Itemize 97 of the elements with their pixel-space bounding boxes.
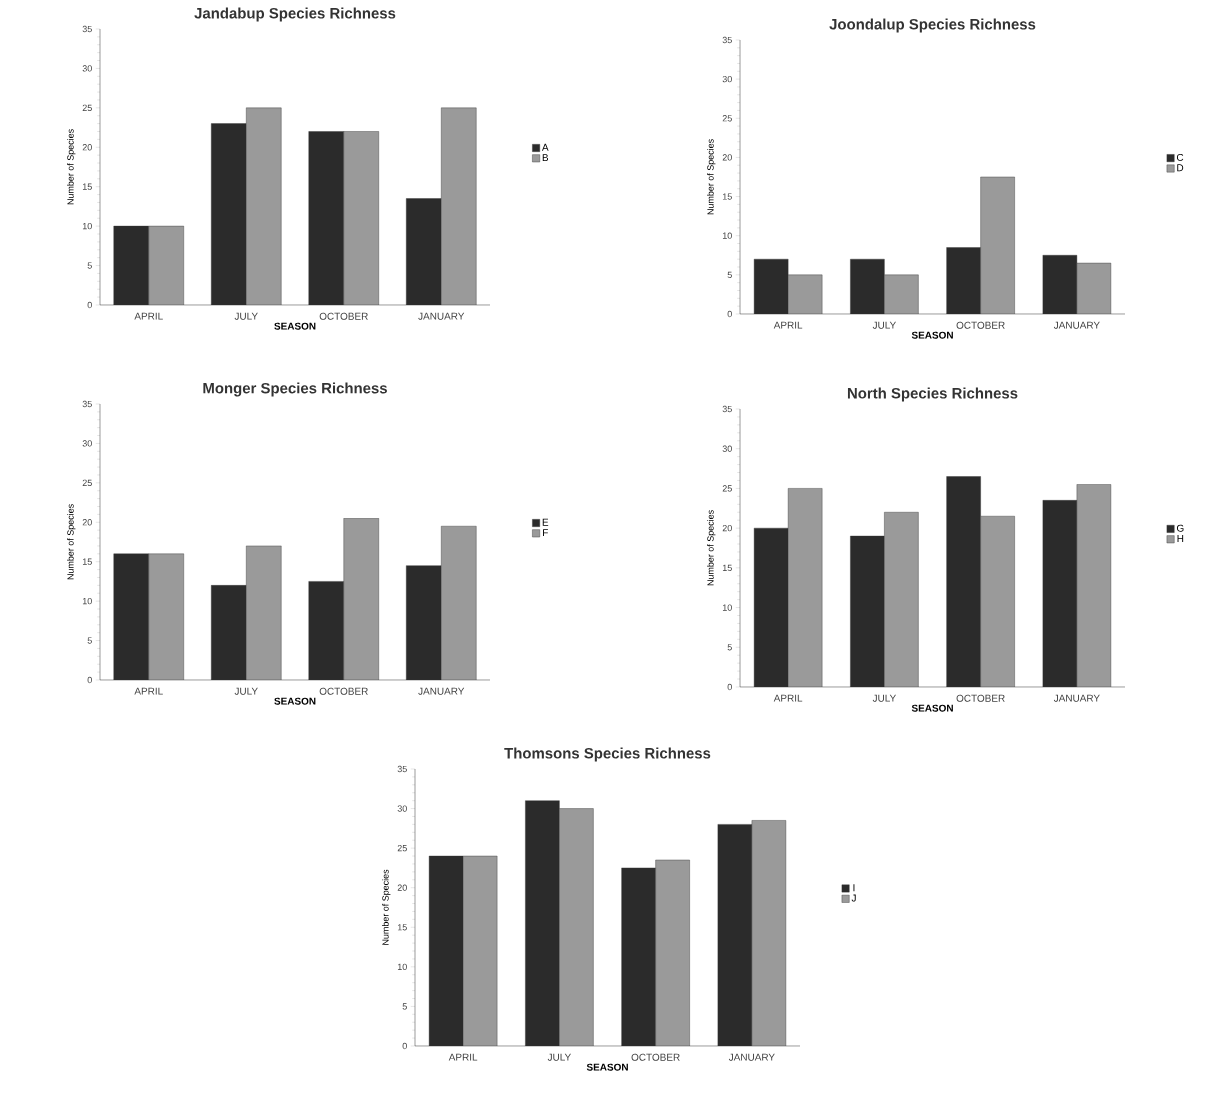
chart-title: Jandabup Species Richness [194, 7, 396, 22]
x-tick-label: JANUARY [418, 312, 465, 320]
legend-label: H [1177, 535, 1184, 542]
legend-label: G [1176, 524, 1184, 532]
x-tick-label: OCTOBER [631, 1053, 680, 1061]
x-axis-title: SEASON [274, 322, 316, 330]
x-tick-label: JULY [234, 687, 258, 695]
x-tick-label: JANUARY [728, 1053, 775, 1061]
x-tick-label: JANUARY [418, 687, 465, 695]
y-axis-title: Number of Species [382, 869, 391, 945]
y-tick-label: 20 [722, 154, 732, 161]
chart-title: Monger Species Richness [203, 382, 387, 397]
y-tick-label: 35 [397, 765, 407, 773]
x-tick-label: APRIL [134, 687, 163, 695]
y-tick-label: 10 [722, 232, 732, 239]
legend-label: C [1176, 153, 1184, 161]
y-tick-label: 15 [82, 558, 92, 565]
y-tick-label: 25 [82, 479, 92, 487]
y-tick-label: 10 [82, 222, 92, 230]
y-tick-label: 20 [82, 519, 92, 526]
chart-title: Thomsons Species Richness [504, 747, 711, 762]
bar [884, 512, 919, 687]
y-tick-label: 5 [727, 644, 732, 651]
y-tick-label: 10 [722, 604, 732, 611]
y-tick-label: 15 [722, 564, 732, 571]
chart-title: North Species Richness [847, 387, 1018, 402]
y-tick-label: 20 [82, 144, 92, 151]
bar [1076, 484, 1112, 687]
y-tick-label: 25 [722, 485, 732, 492]
y-tick-label: 0 [727, 683, 732, 691]
y-tick-label: 20 [722, 524, 732, 532]
y-tick-label: 5 [87, 262, 92, 269]
y-axis-title: Number of Species [67, 129, 76, 205]
y-tick-label: 35 [722, 405, 732, 413]
legend-label: J [851, 894, 856, 902]
x-axis-title: SEASON [911, 331, 953, 339]
bar [787, 274, 823, 314]
y-tick-label: 0 [727, 310, 732, 318]
x-tick-label: APRIL [773, 694, 803, 702]
bar [980, 176, 1015, 314]
y-axis-title: Number of Species [707, 510, 716, 586]
bar [751, 820, 787, 1046]
x-tick-label: APRIL [448, 1053, 478, 1061]
legend-label: I [853, 884, 855, 892]
bar [787, 488, 823, 687]
bar [655, 859, 690, 1046]
y-tick-label: 30 [722, 445, 732, 452]
bar [980, 516, 1015, 687]
y-tick-label: 5 [87, 637, 92, 644]
y-tick-label: 30 [722, 75, 732, 83]
y-tick-label: 30 [82, 440, 92, 447]
y-tick-label: 35 [82, 400, 92, 408]
x-tick-label: OCTOBER [319, 312, 368, 320]
x-tick-label: JANUARY [1053, 694, 1100, 702]
y-tick-label: 0 [87, 676, 92, 684]
y-tick-label: 15 [722, 193, 732, 200]
y-axis-title: Number of Species [707, 139, 716, 215]
bar [884, 274, 919, 314]
x-tick-label: OCTOBER [956, 321, 1005, 329]
legend-label: B [542, 154, 549, 162]
legend-label: E [542, 518, 549, 526]
legend-label: F [543, 529, 548, 537]
legend-label: D [1177, 164, 1184, 172]
x-tick-label: JULY [872, 694, 896, 702]
x-tick-label: JULY [872, 321, 896, 329]
y-tick-label: 35 [82, 25, 92, 33]
x-tick-label: APRIL [134, 312, 163, 320]
y-tick-label: 30 [397, 805, 407, 812]
y-tick-label: 5 [402, 1003, 407, 1010]
y-tick-label: 20 [397, 884, 407, 891]
y-tick-label: 15 [82, 183, 92, 190]
y-tick-label: 25 [82, 104, 92, 112]
legend-label: A [541, 143, 549, 151]
y-tick-label: 10 [397, 963, 407, 971]
chart-title: Joondalup Species Richness [829, 18, 1036, 33]
y-tick-label: 25 [397, 844, 407, 852]
x-tick-label: APRIL [773, 321, 803, 329]
x-tick-label: OCTOBER [319, 687, 368, 695]
y-tick-label: 25 [722, 115, 732, 122]
y-tick-label: 10 [82, 597, 92, 605]
y-tick-label: 0 [402, 1042, 407, 1050]
y-tick-label: 0 [87, 301, 92, 309]
x-tick-label: JULY [234, 312, 258, 320]
x-axis-title: SEASON [274, 697, 316, 705]
y-tick-label: 30 [82, 65, 92, 72]
bar [462, 855, 498, 1046]
y-axis-title: Number of Species [67, 504, 76, 580]
x-axis-title: SEASON [586, 1063, 628, 1071]
y-tick-label: 35 [722, 36, 732, 44]
y-tick-label: 5 [727, 271, 732, 278]
x-tick-label: JULY [547, 1053, 571, 1061]
x-tick-label: OCTOBER [956, 694, 1005, 702]
x-axis-title: SEASON [911, 704, 953, 712]
bar [1076, 262, 1112, 314]
x-tick-label: JANUARY [1053, 321, 1100, 329]
y-tick-label: 15 [397, 924, 407, 931]
bar [559, 808, 594, 1046]
